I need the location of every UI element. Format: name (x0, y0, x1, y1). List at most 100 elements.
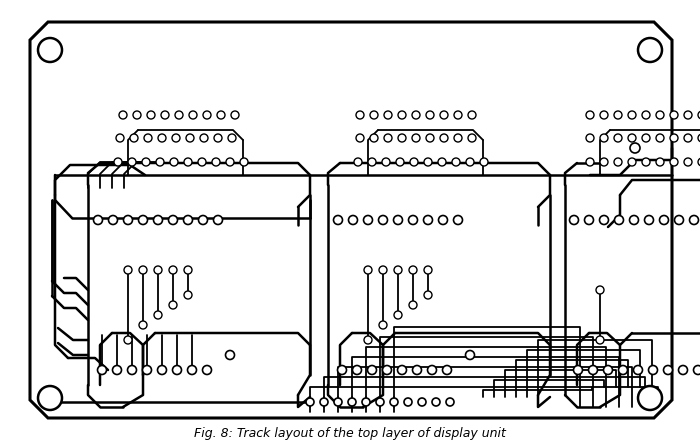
Circle shape (130, 134, 138, 142)
Circle shape (124, 336, 132, 344)
Circle shape (320, 398, 328, 406)
Circle shape (690, 215, 699, 224)
Circle shape (648, 366, 657, 375)
Circle shape (154, 311, 162, 319)
Circle shape (656, 158, 664, 166)
Circle shape (628, 111, 636, 119)
Circle shape (570, 215, 578, 224)
Circle shape (127, 366, 136, 375)
Circle shape (432, 398, 440, 406)
Circle shape (452, 158, 460, 166)
Circle shape (169, 266, 177, 274)
Circle shape (203, 111, 211, 119)
Circle shape (634, 366, 643, 375)
Circle shape (170, 158, 178, 166)
Circle shape (370, 111, 378, 119)
Circle shape (599, 215, 608, 224)
Circle shape (412, 366, 421, 375)
Circle shape (398, 111, 406, 119)
Circle shape (659, 215, 668, 224)
Circle shape (600, 158, 608, 166)
Circle shape (426, 134, 434, 142)
Circle shape (212, 158, 220, 166)
Circle shape (362, 398, 370, 406)
Circle shape (698, 158, 700, 166)
Circle shape (394, 266, 402, 274)
Circle shape (466, 350, 475, 359)
Circle shape (412, 111, 420, 119)
Circle shape (188, 366, 197, 375)
Circle shape (38, 386, 62, 410)
Circle shape (202, 366, 211, 375)
Circle shape (698, 111, 700, 119)
Circle shape (424, 215, 433, 224)
Circle shape (596, 286, 604, 294)
Circle shape (619, 366, 627, 375)
Circle shape (586, 134, 594, 142)
Circle shape (412, 134, 420, 142)
Circle shape (183, 215, 192, 224)
Circle shape (573, 366, 582, 375)
Circle shape (353, 366, 361, 375)
Circle shape (364, 336, 372, 344)
Circle shape (684, 158, 692, 166)
Circle shape (144, 134, 152, 142)
Circle shape (466, 158, 474, 166)
Circle shape (426, 111, 434, 119)
Circle shape (142, 158, 150, 166)
Circle shape (128, 158, 136, 166)
Circle shape (454, 111, 462, 119)
Circle shape (694, 366, 700, 375)
Circle shape (384, 111, 392, 119)
Circle shape (334, 398, 342, 406)
Text: Fig. 8: Track layout of the top layer of display unit: Fig. 8: Track layout of the top layer of… (194, 427, 506, 440)
Circle shape (240, 158, 248, 166)
Circle shape (123, 215, 132, 224)
Circle shape (446, 398, 454, 406)
Circle shape (396, 158, 404, 166)
Circle shape (409, 301, 417, 309)
Circle shape (670, 111, 678, 119)
Circle shape (356, 111, 364, 119)
Circle shape (424, 266, 432, 274)
Circle shape (97, 366, 106, 375)
Circle shape (139, 321, 147, 329)
Circle shape (642, 158, 650, 166)
Circle shape (225, 350, 234, 359)
Circle shape (379, 215, 388, 224)
Circle shape (184, 266, 192, 274)
Circle shape (438, 215, 447, 224)
Circle shape (468, 111, 476, 119)
Circle shape (440, 134, 448, 142)
Circle shape (628, 158, 636, 166)
Circle shape (379, 321, 387, 329)
Circle shape (382, 366, 391, 375)
Circle shape (368, 366, 377, 375)
Circle shape (584, 215, 594, 224)
Circle shape (217, 111, 225, 119)
Circle shape (614, 111, 622, 119)
Circle shape (678, 366, 687, 375)
Circle shape (600, 134, 608, 142)
Circle shape (382, 158, 390, 166)
Circle shape (379, 266, 387, 274)
Circle shape (454, 215, 463, 224)
Circle shape (143, 366, 151, 375)
Circle shape (390, 398, 398, 406)
Circle shape (214, 215, 223, 224)
Circle shape (656, 111, 664, 119)
Circle shape (226, 158, 234, 166)
Circle shape (200, 134, 208, 142)
Circle shape (398, 366, 407, 375)
Circle shape (393, 215, 402, 224)
Circle shape (154, 266, 162, 274)
Circle shape (629, 215, 638, 224)
Circle shape (214, 134, 222, 142)
Circle shape (199, 215, 207, 224)
Circle shape (116, 134, 124, 142)
Circle shape (438, 158, 446, 166)
Circle shape (363, 215, 372, 224)
Circle shape (596, 336, 604, 344)
Circle shape (442, 366, 452, 375)
Circle shape (589, 366, 598, 375)
